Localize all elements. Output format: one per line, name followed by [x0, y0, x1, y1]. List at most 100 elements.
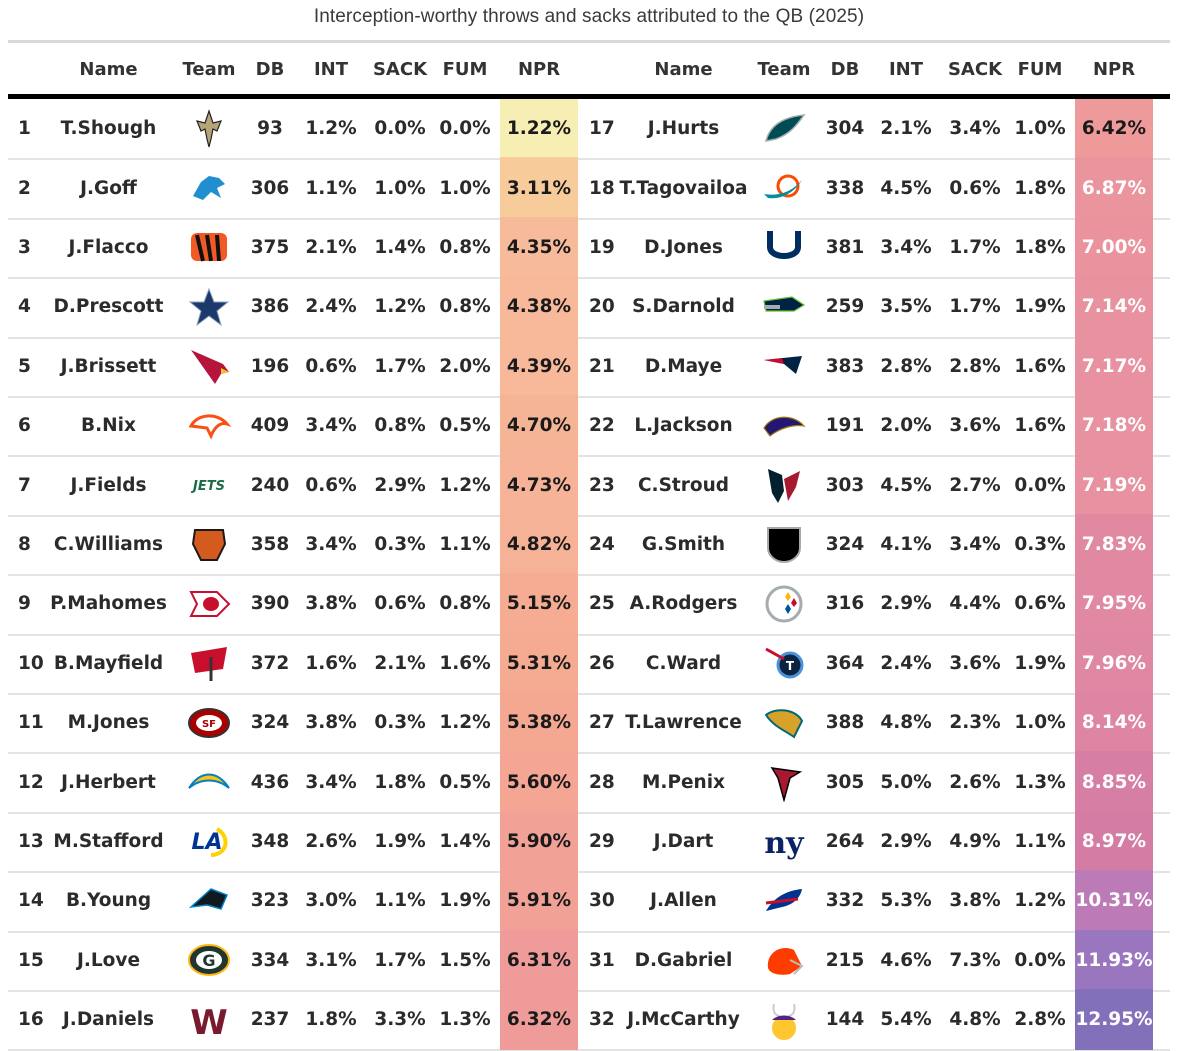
- name-cell: L.Jackson: [634, 415, 733, 437]
- table-row: 6 B.Nix 409 3.4% 0.8% 0.5% 4.70% 22 L.Jackson 191…: [8, 395, 1170, 458]
- rank-cell: 7: [18, 474, 31, 496]
- rank-cell: 9: [18, 593, 31, 615]
- rank-cell: 8: [18, 533, 31, 555]
- fum-cell: 1.6%: [439, 652, 491, 674]
- db-cell: 372: [250, 652, 290, 674]
- sack-cell: 0.6%: [374, 593, 426, 615]
- team-logo-ravens-icon: [753, 396, 815, 455]
- int-cell: 3.4%: [305, 415, 357, 437]
- int-cell: 3.0%: [305, 890, 357, 912]
- npr-value: 7.96%: [1075, 632, 1153, 694]
- npr-value: 4.38%: [500, 276, 578, 338]
- table-row: 13 M.Stafford LA 348 2.6% 1.9% 1.4% 5.90% 29 J.Da…: [8, 810, 1170, 874]
- fum-cell: 1.2%: [439, 712, 491, 734]
- sack-cell: 2.7%: [949, 474, 1001, 496]
- rank-cell: 28: [589, 771, 615, 793]
- db-cell: 324: [250, 712, 290, 734]
- name-cell: J.Goff: [80, 177, 137, 199]
- npr-value: 4.39%: [500, 335, 578, 397]
- name-cell: M.Stafford: [53, 830, 164, 852]
- column-header-rank: [8, 44, 46, 94]
- column-header-npr: NPR: [1092, 58, 1136, 80]
- npr-value: 7.19%: [1075, 454, 1153, 516]
- team-logo-chiefs-icon: [178, 574, 240, 633]
- fum-cell: 0.8%: [439, 296, 491, 318]
- table-row: 12 J.Herbert 436 3.4% 1.8% 0.5% 5.60% 28 M.Penix…: [8, 751, 1170, 814]
- npr-value: 1.22%: [500, 98, 578, 160]
- sack-cell: 7.3%: [949, 949, 1001, 971]
- table-row: 3 J.Flacco 375 2.1% 1.4% 0.8% 4.35% 19 D.Jones 38…: [8, 216, 1170, 280]
- name-cell: J.Dart: [653, 830, 714, 852]
- npr-value: 10.31%: [1075, 870, 1153, 932]
- table-row: 2 J.Goff 306 1.1% 1.0% 1.0% 3.11% 18 T.Tagovailo…: [8, 157, 1170, 220]
- team-logo-broncos-icon: [178, 396, 240, 455]
- team-logo-packers-icon: G: [178, 931, 240, 990]
- int-cell: 5.3%: [880, 890, 932, 912]
- fum-cell: 0.5%: [439, 771, 491, 793]
- rank-cell: 25: [589, 593, 615, 615]
- rank-cell: 5: [18, 355, 31, 377]
- rank-cell: 11: [18, 712, 44, 734]
- int-cell: 4.5%: [880, 177, 932, 199]
- column-header-name: Name: [654, 58, 713, 80]
- name-cell: J.Hurts: [647, 118, 720, 140]
- npr-value: 6.87%: [1075, 157, 1153, 219]
- sack-cell: 0.3%: [374, 533, 426, 555]
- rank-cell: 6: [18, 415, 31, 437]
- int-cell: 5.0%: [880, 771, 932, 793]
- table-row: 11 M.Jones SF 324 3.8% 0.3% 1.2% 5.38% 27 T.Lawre…: [8, 692, 1170, 755]
- sack-cell: 0.3%: [374, 712, 426, 734]
- column-header-sack: SACK: [372, 58, 428, 80]
- npr-value: 12.95%: [1075, 989, 1153, 1051]
- int-cell: 0.6%: [305, 474, 357, 496]
- rank-cell: 15: [18, 949, 44, 971]
- top-rule: [8, 40, 1170, 43]
- table-row: 1 T.Shough 93 1.2% 0.0% 0.0% 1.22% 17 J.Hurts 304…: [8, 98, 1170, 161]
- npr-value: 4.73%: [500, 454, 578, 516]
- db-cell: 348: [250, 830, 290, 852]
- column-header-fum: FUM: [442, 58, 488, 80]
- db-cell: 304: [825, 118, 865, 140]
- sack-cell: 0.0%: [374, 118, 426, 140]
- svg-text:ny: ny: [764, 826, 805, 861]
- team-logo-vikings-icon: [753, 990, 815, 1049]
- db-cell: 306: [250, 177, 290, 199]
- team-logo-jets-icon: JETS: [178, 455, 240, 514]
- column-header-team: Team: [757, 58, 811, 80]
- team-logo-giants-icon: ny: [753, 812, 815, 871]
- team-logo-bengals-icon: [178, 218, 240, 277]
- rank-cell: 21: [589, 355, 615, 377]
- db-cell: 305: [825, 771, 865, 793]
- int-cell: 3.5%: [880, 296, 932, 318]
- npr-value: 6.42%: [1075, 98, 1153, 160]
- int-cell: 2.0%: [880, 415, 932, 437]
- int-cell: 3.1%: [305, 949, 357, 971]
- sack-cell: 1.8%: [374, 771, 426, 793]
- name-cell: M.Jones: [67, 712, 150, 734]
- fum-cell: 2.0%: [439, 355, 491, 377]
- db-cell: 436: [250, 771, 290, 793]
- table-row: 9 P.Mahomes 390 3.8% 0.6% 0.8% 5.15% 25 A.Rodger…: [8, 573, 1170, 636]
- fum-cell: 1.4%: [439, 830, 491, 852]
- sack-cell: 2.6%: [949, 771, 1001, 793]
- int-cell: 4.1%: [880, 533, 932, 555]
- npr-value: 8.97%: [1075, 810, 1153, 873]
- sack-cell: 1.2%: [374, 296, 426, 318]
- int-cell: 2.9%: [880, 593, 932, 615]
- team-logo-seahawks-icon: [753, 277, 815, 336]
- name-cell: J.McCarthy: [627, 1009, 740, 1031]
- column-header-rank: [583, 44, 621, 94]
- db-cell: 324: [825, 533, 865, 555]
- int-cell: 1.6%: [305, 652, 357, 674]
- rank-cell: 26: [589, 652, 615, 674]
- int-cell: 1.8%: [305, 1009, 357, 1031]
- rank-cell: 32: [589, 1009, 615, 1031]
- name-cell: J.Herbert: [61, 771, 156, 793]
- int-cell: 4.5%: [880, 474, 932, 496]
- name-cell: J.Flacco: [68, 236, 149, 258]
- sack-cell: 1.7%: [374, 949, 426, 971]
- npr-value: 8.14%: [1075, 692, 1153, 754]
- table-row: 8 C.Williams 358 3.4% 0.3% 1.1% 4.82% 24 G.Smith…: [8, 513, 1170, 577]
- npr-value: 5.90%: [500, 810, 578, 873]
- table-row: 15 J.Love G 334 3.1% 1.7% 1.5% 6.31% 31 D.Gabriel…: [8, 929, 1170, 992]
